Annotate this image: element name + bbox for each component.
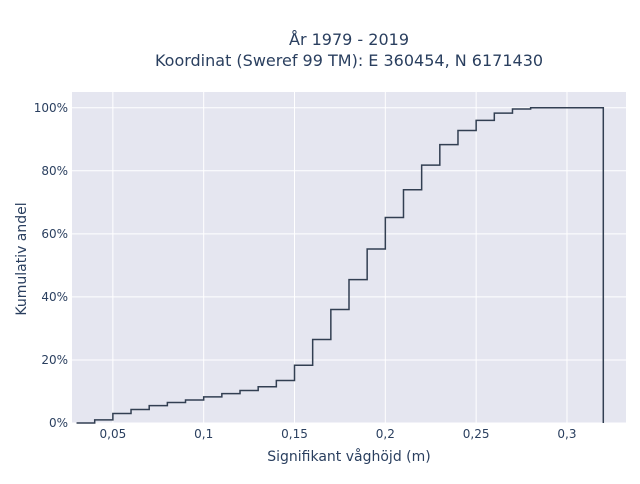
x-tick-label: 0,25 [463, 427, 490, 441]
x-axis-title: Signifikant våghöjd (m) [267, 448, 430, 465]
chart-title-line-1: År 1979 - 2019 [289, 30, 409, 49]
y-tick-label: 20% [41, 353, 68, 367]
x-tick-label: 0,3 [557, 427, 576, 441]
tick-labels: 0,05 0,1 0,15 0,2 0,25 0,3 0% 20% 40% 60% 80% 100% [34, 101, 577, 441]
chart-title-line-2: Koordinat (Sweref 99 TM): E 360454, N 61… [155, 51, 543, 70]
plot-background [72, 92, 626, 423]
y-tick-label: 0% [49, 416, 68, 430]
ecdf-series-line [76, 107, 605, 424]
x-tick-label: 0,2 [376, 427, 395, 441]
x-tick-label: 0,1 [194, 427, 213, 441]
y-tick-label: 40% [41, 290, 68, 304]
y-axis-title: Kumulativ andel [14, 202, 30, 315]
x-tick-label: 0,05 [100, 427, 127, 441]
series-layer [76, 107, 605, 424]
y-tick-label: 60% [41, 227, 68, 241]
y-tick-label: 100% [34, 101, 68, 115]
y-tick-label: 80% [41, 164, 68, 178]
x-tick-label: 0,15 [281, 427, 308, 441]
